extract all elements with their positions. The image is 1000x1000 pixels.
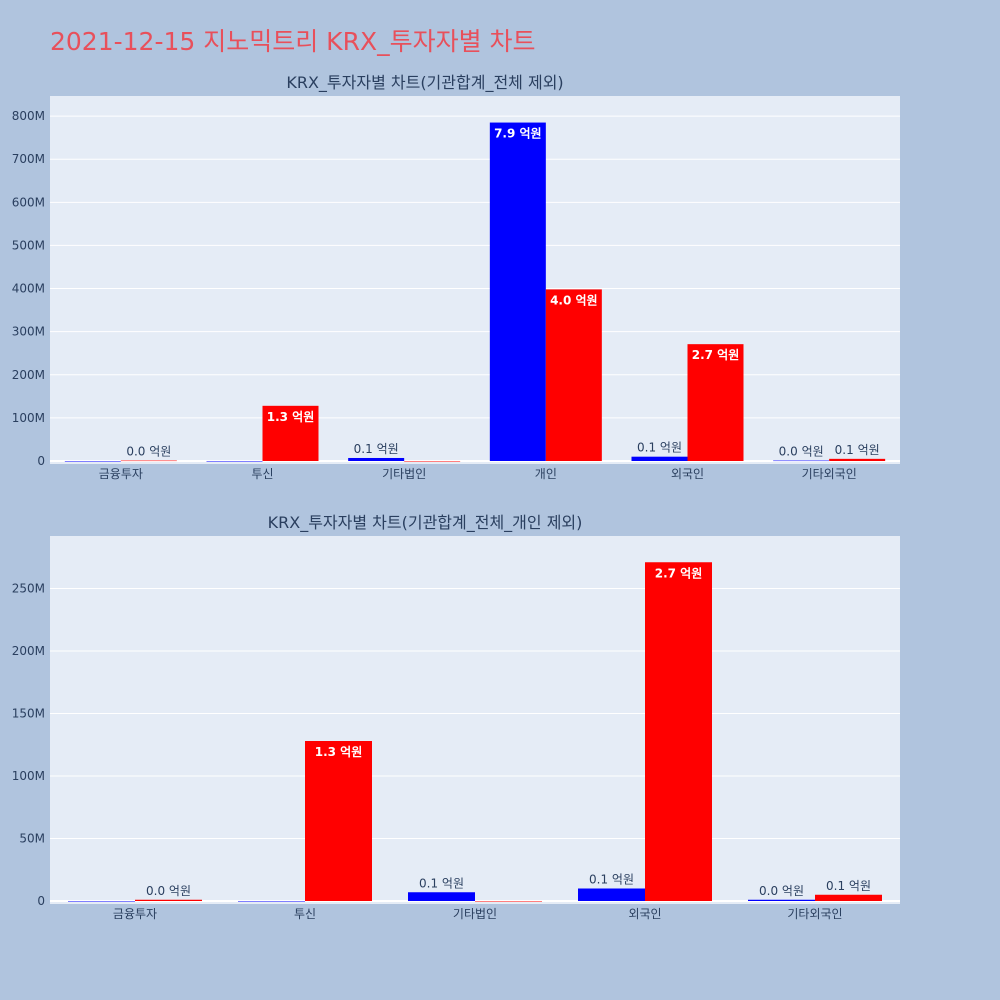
y-tick-label: 100M: [12, 769, 45, 783]
bar: [815, 894, 882, 901]
y-tick-label: 150M: [12, 707, 45, 721]
bar: [489, 122, 546, 461]
bar-data-label: 0.1 억원: [419, 876, 464, 890]
investor-chart-2: 0 50M 100M 150M 200M 250M KRX_투자자별 차트(기관합계_전체_…: [12, 513, 900, 921]
y-tick-label: 300M: [12, 325, 45, 339]
x-tick-label: 외국인: [671, 467, 704, 481]
bar: [545, 289, 602, 461]
x-tick-label: 외국인: [628, 907, 661, 921]
x-tick-label: 금융투자: [113, 907, 157, 921]
y-tick-label: 500M: [12, 238, 45, 252]
bar-data-label: 4.0 억원: [550, 293, 598, 307]
chart-title: KRX_투자자별 차트(기관합계_전체 제외): [286, 73, 563, 93]
investor-chart-1: 0 100M 200M 300M 400M 500M 600M 700M 800M KRX_투자자…: [12, 73, 900, 481]
bar: [120, 460, 177, 462]
x-tick-label: 투신: [251, 467, 273, 481]
bar-data-label: 7.9 억원: [494, 127, 542, 141]
x-tick-label: 기타외국인: [802, 467, 857, 481]
bar: [64, 461, 121, 462]
y-tick-label: 700M: [12, 152, 45, 166]
y-tick-label: 400M: [12, 282, 45, 296]
bar-data-label: 1.3 억원: [267, 410, 315, 424]
y-tick-label: 100M: [12, 411, 45, 425]
bar: [631, 456, 688, 461]
y-tick-label: 0: [37, 894, 45, 908]
y-tick-label: 250M: [12, 582, 45, 596]
bar-data-label: 0.0 억원: [779, 445, 824, 459]
bar: [348, 457, 405, 461]
bar-data-label: 0.1 억원: [354, 442, 399, 456]
bar-data-label: 0.0 억원: [759, 884, 804, 898]
y-tick-label: 800M: [12, 109, 45, 123]
y-tick-label: 200M: [12, 368, 45, 382]
bar: [206, 461, 263, 462]
bar: [645, 562, 712, 901]
plot-area: [50, 96, 900, 464]
x-tick-label: 기타법인: [453, 907, 497, 921]
bar-data-label: 0.0 억원: [146, 884, 191, 898]
y-tick-label: 0: [37, 454, 45, 468]
x-tick-label: 기타법인: [382, 467, 426, 481]
page-title: 2021-12-15 지노믹트리 KRX_투자자별 차트: [50, 27, 536, 56]
bar-data-label: 0.1 억원: [835, 443, 880, 457]
x-tick-label: 기타외국인: [787, 907, 842, 921]
y-tick-label: 200M: [12, 644, 45, 658]
x-tick-label: 금융투자: [99, 467, 143, 481]
bar: [408, 892, 475, 901]
bar-data-label: 1.3 억원: [315, 745, 363, 759]
bar: [687, 344, 744, 461]
bar: [262, 405, 319, 461]
bar: [404, 461, 461, 462]
y-tick-label: 50M: [19, 832, 45, 846]
bar-data-label: 2.7 억원: [692, 348, 740, 362]
y-tick-label: 600M: [12, 195, 45, 209]
x-tick-label: 투신: [294, 907, 316, 921]
bar: [773, 460, 830, 462]
bar-data-label: 2.7 억원: [655, 566, 703, 580]
bar: [829, 458, 886, 461]
bar-data-label: 0.1 억원: [589, 873, 634, 887]
bar-data-label: 0.0 억원: [126, 445, 171, 459]
plot-area: [50, 536, 900, 904]
bar-data-label: 0.1 억원: [637, 441, 682, 455]
bar-data-label: 0.1 억원: [826, 879, 871, 893]
bar: [305, 741, 372, 901]
bar: [578, 888, 645, 901]
bar: [748, 899, 815, 901]
chart-title: KRX_투자자별 차트(기관합계_전체_개인 제외): [268, 513, 583, 533]
bar: [475, 901, 542, 902]
bar: [135, 899, 202, 901]
x-tick-label: 개인: [535, 467, 557, 481]
bar: [68, 901, 135, 902]
bar: [238, 901, 305, 902]
